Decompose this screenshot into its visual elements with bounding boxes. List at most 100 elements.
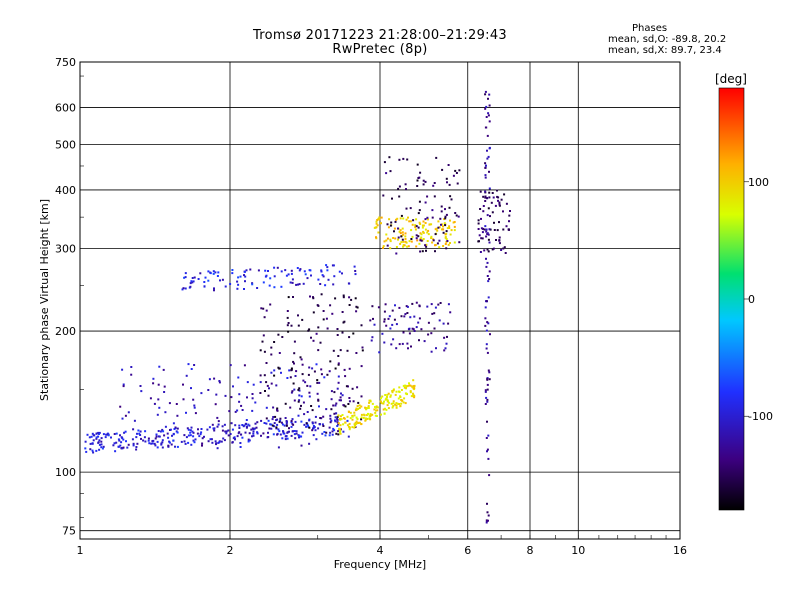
data-point xyxy=(251,435,253,438)
data-point xyxy=(257,269,260,272)
data-point xyxy=(194,412,197,415)
data-point xyxy=(371,413,374,416)
data-point xyxy=(482,210,485,213)
data-point xyxy=(349,411,352,414)
data-point xyxy=(353,423,356,426)
data-point xyxy=(422,183,425,186)
data-point xyxy=(239,442,242,444)
data-point xyxy=(437,303,440,306)
data-point xyxy=(431,216,434,219)
data-point xyxy=(400,235,403,238)
data-point xyxy=(407,216,409,219)
data-point xyxy=(399,232,402,235)
data-point xyxy=(412,328,415,331)
data-point xyxy=(316,392,319,395)
data-point xyxy=(95,432,98,435)
data-point xyxy=(308,391,311,394)
data-point xyxy=(480,217,482,220)
data-point xyxy=(404,183,407,186)
data-point xyxy=(388,156,391,159)
data-point xyxy=(332,427,335,430)
data-point xyxy=(502,228,505,231)
data-point xyxy=(295,432,298,435)
data-point xyxy=(484,107,487,110)
data-point xyxy=(119,434,121,437)
data-point xyxy=(192,431,195,434)
data-point xyxy=(238,393,241,396)
data-point xyxy=(402,331,405,334)
data-point xyxy=(439,302,442,304)
data-point xyxy=(295,430,298,433)
plot-grid xyxy=(80,62,680,539)
data-point xyxy=(144,440,147,443)
data-point xyxy=(189,434,192,437)
data-point xyxy=(139,385,142,387)
data-point xyxy=(338,431,341,434)
data-point xyxy=(196,432,199,435)
data-point xyxy=(390,221,393,224)
data-point xyxy=(445,177,448,180)
data-point xyxy=(248,424,251,427)
data-point xyxy=(173,428,176,430)
data-point xyxy=(270,382,273,385)
data-point xyxy=(360,423,363,426)
data-point xyxy=(305,425,308,428)
data-point xyxy=(444,233,447,236)
data-point xyxy=(277,428,280,431)
data-point xyxy=(418,176,421,179)
data-point xyxy=(190,368,193,370)
data-point xyxy=(220,440,223,443)
data-point xyxy=(400,402,403,405)
data-point xyxy=(168,402,171,405)
data-point xyxy=(417,212,420,215)
data-point xyxy=(122,383,125,386)
data-point xyxy=(332,349,335,352)
data-point xyxy=(498,221,500,224)
data-point xyxy=(405,385,408,388)
data-point xyxy=(389,247,392,250)
data-point xyxy=(104,436,107,439)
data-point xyxy=(302,379,305,382)
data-point xyxy=(150,442,153,445)
data-point xyxy=(241,424,244,426)
data-point xyxy=(284,438,287,441)
data-point xyxy=(437,220,440,223)
data-point xyxy=(361,346,364,349)
data-point xyxy=(286,431,289,434)
data-point xyxy=(280,371,282,374)
data-point xyxy=(392,389,395,392)
data-point xyxy=(262,432,265,435)
data-point xyxy=(486,134,489,137)
data-point xyxy=(293,352,296,355)
data-point xyxy=(98,439,101,442)
data-point xyxy=(386,399,389,402)
data-point xyxy=(382,245,385,248)
data-point xyxy=(311,429,314,432)
data-point xyxy=(176,427,179,430)
data-point xyxy=(486,377,489,380)
data-point xyxy=(404,240,407,243)
data-point xyxy=(408,382,410,385)
data-point xyxy=(214,271,217,274)
data-point xyxy=(341,394,344,397)
data-point xyxy=(486,351,489,354)
data-point xyxy=(338,427,341,430)
data-point xyxy=(201,437,204,440)
data-point xyxy=(288,427,290,430)
data-point xyxy=(373,323,376,326)
data-point xyxy=(338,399,341,402)
data-point xyxy=(119,444,122,447)
data-point xyxy=(491,192,494,194)
data-point xyxy=(487,457,490,460)
data-point xyxy=(180,440,183,443)
data-point xyxy=(312,311,315,314)
data-point xyxy=(477,240,480,243)
data-point xyxy=(372,317,374,320)
data-point xyxy=(409,207,412,210)
data-point xyxy=(498,201,501,204)
data-point xyxy=(399,396,402,399)
data-point xyxy=(449,242,451,244)
data-point xyxy=(298,283,301,286)
data-point xyxy=(149,397,152,400)
data-point xyxy=(488,228,491,231)
